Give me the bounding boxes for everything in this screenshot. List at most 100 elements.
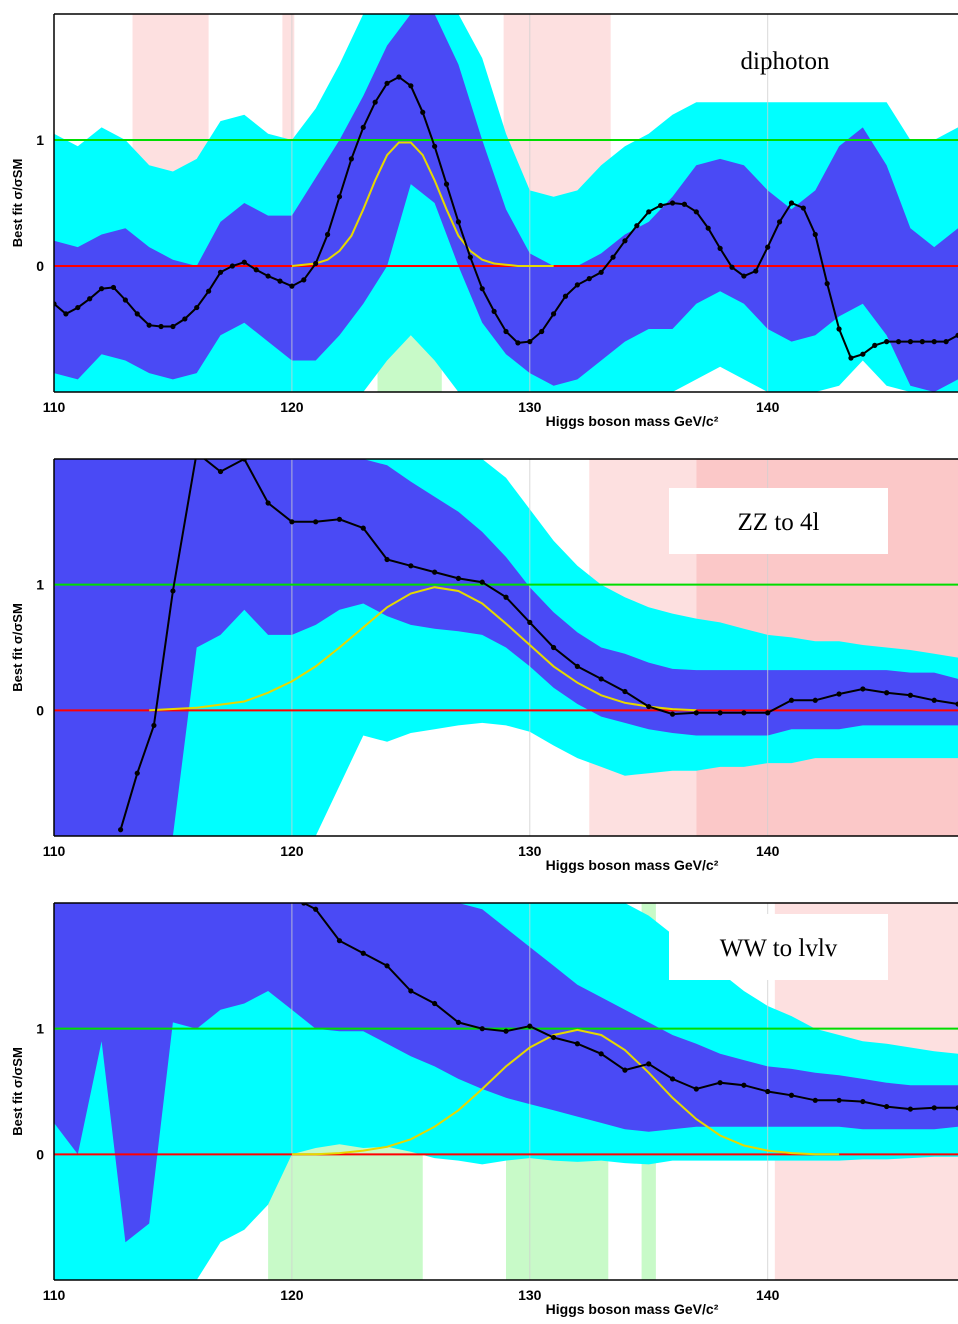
observed-point <box>753 268 759 274</box>
observed-point <box>75 304 81 311</box>
observed-point <box>884 690 890 696</box>
observed-point <box>812 697 818 703</box>
observed-point <box>527 619 533 625</box>
observed-point <box>788 200 795 206</box>
observed-point <box>765 710 771 716</box>
plot-area <box>54 903 958 1280</box>
observed-point <box>301 277 307 283</box>
observed-point <box>158 323 164 330</box>
chart-title: WW to lvlv <box>720 935 838 962</box>
observed-point <box>884 339 890 345</box>
chart-title: ZZ to 4l <box>738 509 820 536</box>
observed-point <box>836 326 842 332</box>
x-tick-label: 130 <box>518 399 542 415</box>
observed-point <box>384 556 390 563</box>
observed-point <box>741 273 747 279</box>
observed-point <box>396 74 402 80</box>
observed-point <box>503 594 509 600</box>
observed-point <box>134 770 140 776</box>
observed-point <box>765 244 771 250</box>
observed-point <box>550 644 557 651</box>
observed-point <box>372 99 378 105</box>
band-1sigma <box>54 903 958 1243</box>
observed-point <box>717 1080 723 1086</box>
y-tick-label: 1 <box>36 577 44 593</box>
observed-point <box>812 231 818 238</box>
observed-point <box>574 663 580 669</box>
observed-point <box>194 450 199 455</box>
panel-zz4l: 110 120 130 140 0 1 Higgs boson mass GeV/c² Bes… <box>10 450 958 873</box>
observed-point <box>146 322 152 328</box>
observed-point <box>324 231 331 238</box>
y-tick-label: 0 <box>36 702 44 718</box>
observed-point <box>729 264 735 270</box>
observed-point <box>336 194 343 200</box>
observed-point <box>206 288 212 294</box>
observed-point <box>705 225 711 231</box>
observed-point <box>491 308 497 314</box>
y-axis-label: Best fit σ/σSM <box>10 603 25 692</box>
observed-point <box>408 988 414 994</box>
observed-point <box>550 311 557 317</box>
x-tick-label: 140 <box>756 1287 780 1303</box>
observed-point <box>598 1051 604 1057</box>
observed-point <box>812 1097 818 1103</box>
y-tick-label: 0 <box>36 1146 44 1162</box>
observed-point <box>360 525 366 531</box>
observed-point <box>550 1034 557 1041</box>
observed-point <box>646 703 652 710</box>
observed-point <box>562 293 569 299</box>
observed-point <box>182 316 188 322</box>
observed-point <box>848 355 854 361</box>
observed-point <box>741 1082 747 1088</box>
observed-point <box>610 254 616 260</box>
observed-point <box>669 711 676 717</box>
observed-point <box>479 286 485 292</box>
observed-point <box>776 219 783 225</box>
chart-title: diphoton <box>741 48 830 75</box>
observed-point <box>943 339 949 345</box>
observed-point <box>931 339 937 345</box>
expected-signal-line <box>291 1028 840 1156</box>
observed-point <box>598 676 604 682</box>
observed-point <box>336 938 343 944</box>
observed-point <box>681 201 688 207</box>
observed-point <box>384 80 390 86</box>
observed-point <box>860 686 866 692</box>
title-box <box>669 914 888 980</box>
y-tick-label: 0 <box>36 258 44 274</box>
observed-point <box>693 1086 699 1092</box>
observed-point <box>408 83 414 89</box>
observed-point <box>574 282 580 288</box>
observed-point <box>170 323 176 330</box>
observed-point <box>360 124 366 130</box>
y-axis-label: Best fit σ/σSM <box>10 1047 25 1136</box>
observed-point <box>860 1098 866 1105</box>
observed-point <box>574 1041 580 1047</box>
observed-point <box>98 286 105 292</box>
observed-point <box>265 273 271 279</box>
observed-point <box>539 328 545 335</box>
observed-point <box>241 259 247 265</box>
observed-point <box>895 339 902 345</box>
observed-point <box>348 156 354 162</box>
observed-point <box>479 1026 485 1032</box>
observed-point <box>336 516 343 522</box>
observed-point <box>931 1105 937 1111</box>
observed-point <box>788 697 795 703</box>
observed-point <box>824 281 830 287</box>
y-tick-label: 1 <box>36 132 44 148</box>
x-tick-label: 130 <box>518 843 542 859</box>
observed-point <box>646 1061 652 1067</box>
observed-point <box>646 209 652 215</box>
observed-point <box>432 1000 438 1007</box>
x-tick-label: 120 <box>280 399 304 415</box>
observed-point <box>669 200 676 206</box>
x-tick-label: 120 <box>280 843 304 859</box>
observed-point <box>313 260 319 267</box>
observed-point <box>622 688 628 695</box>
observed-point <box>634 223 640 229</box>
observed-point <box>717 245 723 251</box>
x-axis-label: Higgs boson mass GeV/c² <box>546 1301 719 1317</box>
observed-point <box>170 588 176 594</box>
